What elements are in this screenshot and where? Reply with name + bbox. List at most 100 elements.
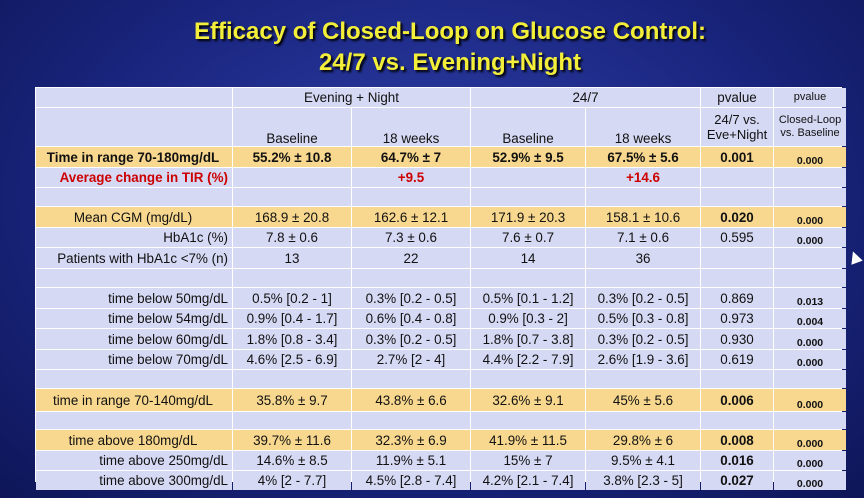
cell-247-baseline: 14	[471, 248, 586, 268]
cell-247-baseline: 4.4% [2.2 - 7.9]	[471, 350, 586, 369]
row-label: time above 250mg/dL	[36, 451, 232, 470]
table-row: Patients with HbA1c <7% (n) 13 22 14 36	[36, 248, 847, 268]
table-row: time above 300mg/dL 4% [2 - 7.7] 4.5% [2.8…	[36, 471, 847, 490]
cell-247-18weeks: 45% ± 5.6	[586, 389, 701, 411]
row-label: time below 60mg/dL	[36, 329, 232, 349]
group-header-evening-night: Evening + Night	[233, 88, 471, 107]
cell-evening-baseline	[233, 370, 351, 388]
row-label: Time in range 70-180mg/dL	[36, 147, 232, 167]
cell-pvalue: 0.008	[701, 430, 774, 450]
row-label: Average change in TIR (%)	[36, 168, 232, 187]
sub-header-pvalue-compare: 24/7 vs. Eve+Night	[701, 108, 774, 146]
cell-pvalue-2: 0.000	[774, 329, 847, 349]
cell-evening-baseline	[233, 269, 351, 287]
cell-pvalue: 0.595	[701, 228, 774, 247]
cell-pvalue: 0.973	[701, 309, 774, 328]
cell-evening-baseline: 0.5% [0.2 - 1]	[233, 288, 351, 308]
cell-evening-baseline	[233, 412, 351, 429]
cell-evening-18weeks: 4.5% [2.8 - 7.4]	[352, 471, 471, 490]
cell-evening-baseline: 4.6% [2.5 - 6.9]	[233, 350, 351, 369]
cell-evening-baseline: 39.7% ± 11.6	[233, 430, 351, 450]
cell-evening-baseline: 7.8 ± 0.6	[233, 228, 351, 247]
cell-pvalue-2: 0.000	[774, 350, 847, 369]
cell-247-baseline: 7.6 ± 0.7	[471, 228, 586, 247]
cell-pvalue: 0.020	[701, 207, 774, 227]
cell-evening-18weeks	[352, 188, 471, 206]
cell-evening-baseline: 1.8% [0.8 - 3.4]	[233, 329, 351, 349]
cell-247-baseline: 32.6% ± 9.1	[471, 389, 586, 411]
table-row: time below 60mg/dL 1.8% [0.8 - 3.4] 0.3% […	[36, 329, 847, 349]
cell-evening-baseline: 14.6% ± 8.5	[233, 451, 351, 470]
row-label: Patients with HbA1c <7% (n)	[36, 248, 232, 268]
cell-247-18weeks	[586, 188, 701, 206]
cell-247-18weeks	[586, 269, 701, 287]
cell-pvalue	[701, 269, 774, 287]
table-row: time above 250mg/dL 14.6% ± 8.5 11.9% ± 5.…	[36, 451, 847, 470]
cell-evening-baseline	[233, 168, 351, 187]
table-row	[36, 188, 847, 206]
cell-pvalue-2	[774, 269, 847, 287]
table-row	[36, 269, 847, 287]
header-blank	[36, 88, 232, 107]
table-row: Average change in TIR (%) +9.5 +14.6	[36, 168, 847, 187]
cell-247-18weeks: 29.8% ± 6	[586, 430, 701, 450]
slide-title: Efficacy of Closed-Loop on Glucose Contr…	[0, 16, 864, 78]
sub-header-row: Baseline 18 weeks Baseline 18 weeks 24/7…	[36, 108, 847, 146]
row-label: time below 70mg/dL	[36, 350, 232, 369]
cell-pvalue: 0.869	[701, 288, 774, 308]
row-label: HbA1c (%)	[36, 228, 232, 247]
title-line-2: 24/7 vs. Evening+Night	[318, 49, 582, 76]
cell-evening-baseline	[233, 188, 351, 206]
cell-pvalue	[701, 412, 774, 429]
cell-pvalue: 0.930	[701, 329, 774, 349]
cell-evening-18weeks: 43.8% ± 6.6	[352, 389, 471, 411]
group-header-24-7: 24/7	[471, 88, 701, 107]
results-table: Evening + Night 24/7 pvalue pvalue Basel…	[35, 87, 847, 491]
cell-pvalue	[701, 248, 774, 268]
cell-pvalue-2	[774, 168, 847, 187]
cell-247-18weeks: 36	[586, 248, 701, 268]
cell-evening-18weeks: 0.3% [0.2 - 0.5]	[352, 329, 471, 349]
row-label	[36, 370, 232, 388]
cell-pvalue: 0.027	[701, 471, 774, 490]
cell-pvalue-2: 0.000	[774, 471, 847, 490]
cell-247-18weeks: 67.5% ± 5.6	[586, 147, 701, 167]
cell-pvalue-2: 0.000	[774, 451, 847, 470]
cell-247-baseline: 0.9% [0.3 - 2]	[471, 309, 586, 328]
cell-247-baseline: 4.2% [2.1 - 7.4]	[471, 471, 586, 490]
cell-pvalue: 0.001	[701, 147, 774, 167]
cell-pvalue: 0.619	[701, 350, 774, 369]
cell-evening-18weeks	[352, 412, 471, 429]
cell-247-baseline: 41.9% ± 11.5	[471, 430, 586, 450]
cell-247-baseline	[471, 188, 586, 206]
sub-header-blank	[36, 108, 232, 146]
row-label: time below 54mg/dL	[36, 309, 232, 328]
cell-247-18weeks	[586, 370, 701, 388]
cell-247-18weeks	[586, 412, 701, 429]
cell-247-18weeks: 3.8% [2.3 - 5]	[586, 471, 701, 490]
cell-evening-baseline: 13	[233, 248, 351, 268]
cell-evening-baseline: 0.9% [0.4 - 1.7]	[233, 309, 351, 328]
results-table-container: Evening + Night 24/7 pvalue pvalue Basel…	[35, 87, 847, 490]
cell-pvalue-2	[774, 188, 847, 206]
row-label: Mean CGM (mg/dL)	[36, 207, 232, 227]
cell-247-18weeks: 0.3% [0.2 - 0.5]	[586, 288, 701, 308]
cell-evening-18weeks: 22	[352, 248, 471, 268]
cell-pvalue-2: 0.000	[774, 430, 847, 450]
cell-evening-baseline: 168.9 ± 20.8	[233, 207, 351, 227]
cell-247-baseline: 0.5% [0.1 - 1.2]	[471, 288, 586, 308]
cell-pvalue-2	[774, 412, 847, 429]
cell-evening-18weeks: 64.7% ± 7	[352, 147, 471, 167]
title-line-1: Efficacy of Closed-Loop on Glucose Contr…	[193, 18, 706, 45]
cell-pvalue-2: 0.000	[774, 147, 847, 167]
cell-evening-18weeks: 0.6% [0.4 - 0.8]	[352, 309, 471, 328]
cell-247-18weeks: 0.5% [0.3 - 0.8]	[586, 309, 701, 328]
cell-247-baseline: 52.9% ± 9.5	[471, 147, 586, 167]
cell-pvalue: 0.006	[701, 389, 774, 411]
cell-evening-18weeks: +9.5	[352, 168, 471, 187]
cell-evening-baseline: 4% [2 - 7.7]	[233, 471, 351, 490]
cell-247-baseline	[471, 168, 586, 187]
table-row: Time in range 70-180mg/dL 55.2% ± 10.8 64.…	[36, 147, 847, 167]
row-label: time below 50mg/dL	[36, 288, 232, 308]
row-label	[36, 269, 232, 287]
